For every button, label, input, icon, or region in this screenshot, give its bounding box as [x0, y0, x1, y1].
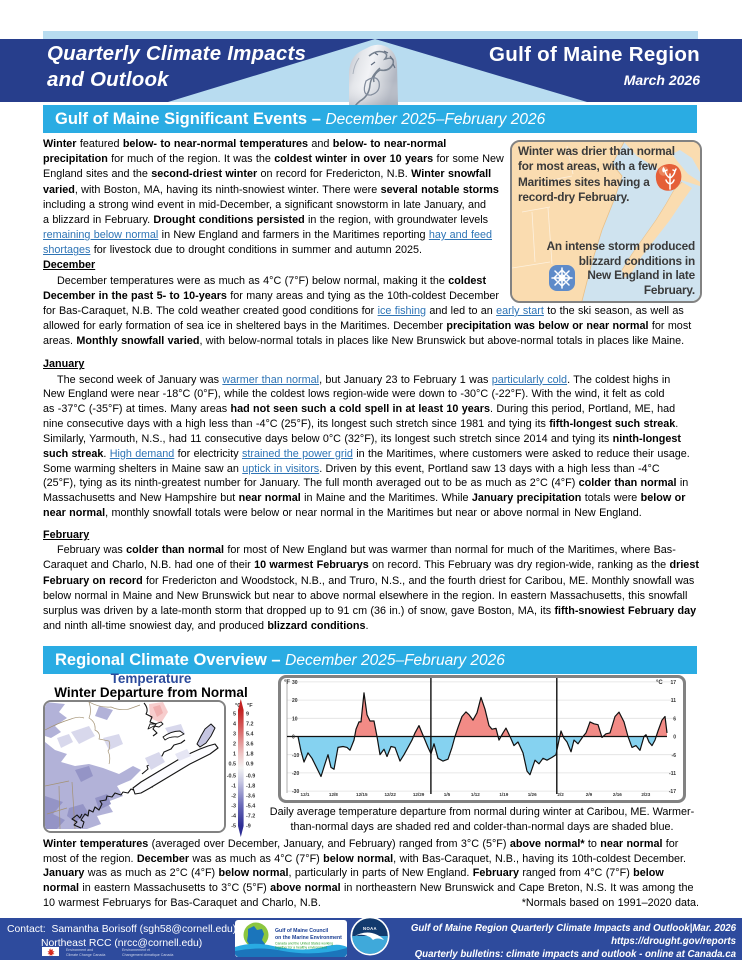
svg-text:2/2: 2/2 [557, 792, 564, 797]
svg-text:2/23: 2/23 [641, 792, 650, 797]
svg-text:0.5: 0.5 [229, 762, 237, 768]
svg-text:2/9: 2/9 [586, 792, 593, 797]
svg-text:12/1: 12/1 [301, 792, 310, 797]
svg-text:-3.6: -3.6 [246, 794, 255, 800]
svg-text:Environnement et: Environnement et [122, 948, 150, 952]
svg-text:1/19: 1/19 [499, 792, 508, 797]
svg-text:12/29: 12/29 [413, 792, 425, 797]
svg-text:-0.5: -0.5 [227, 774, 236, 780]
svg-text:12/15: 12/15 [356, 792, 368, 797]
svg-text:0: 0 [292, 735, 295, 741]
svg-text:-10: -10 [292, 753, 299, 759]
svg-text:1/26: 1/26 [528, 792, 537, 797]
svg-text:12/22: 12/22 [384, 792, 396, 797]
svg-text:20: 20 [292, 698, 298, 704]
svg-text:3: 3 [233, 732, 236, 738]
svg-text:Gulf of Maine Council: Gulf of Maine Council [275, 928, 329, 934]
svg-text:10: 10 [292, 716, 298, 722]
svg-text:-5.4: -5.4 [246, 804, 255, 810]
svg-text:2: 2 [233, 742, 236, 748]
svg-text:NOAA: NOAA [363, 926, 377, 931]
svg-text:-30: -30 [292, 789, 299, 795]
svg-text:6: 6 [673, 716, 676, 722]
svg-text:30: 30 [292, 680, 298, 686]
svg-text:0: 0 [673, 735, 676, 741]
svg-text:2/16: 2/16 [613, 792, 622, 797]
svg-text:-1.8: -1.8 [246, 784, 255, 790]
svg-text:together for a healthy environ: together for a healthy environment [275, 946, 327, 950]
svg-text:4: 4 [233, 722, 236, 728]
svg-text:11: 11 [671, 698, 677, 704]
svg-text:°F: °F [247, 703, 253, 709]
svg-text:-3: -3 [231, 804, 236, 810]
svg-text:-5: -5 [231, 824, 236, 830]
svg-text:°C: °C [235, 703, 241, 709]
svg-text:12/8: 12/8 [329, 792, 338, 797]
svg-text:5: 5 [233, 712, 236, 718]
svg-text:°F: °F [284, 680, 290, 686]
svg-text:1: 1 [233, 752, 236, 758]
svg-text:-0.9: -0.9 [246, 774, 255, 780]
svg-text:-2: -2 [231, 794, 236, 800]
svg-text:on the Marine Environment: on the Marine Environment [275, 935, 342, 941]
svg-text:-6: -6 [672, 753, 677, 759]
svg-text:1/12: 1/12 [471, 792, 480, 797]
svg-text:1.8: 1.8 [246, 752, 254, 758]
svg-text:Changement climatique Canada: Changement climatique Canada [122, 953, 173, 957]
svg-text:-9: -9 [246, 824, 251, 830]
svg-text:-17: -17 [669, 789, 676, 795]
svg-text:1/5: 1/5 [444, 792, 451, 797]
svg-text:-7.2: -7.2 [246, 814, 255, 820]
svg-text:0.9: 0.9 [246, 762, 254, 768]
svg-text:17: 17 [670, 680, 676, 686]
svg-text:-20: -20 [292, 771, 299, 777]
svg-text:Canada and the United States w: Canada and the United States working [275, 942, 333, 946]
svg-text:9: 9 [246, 712, 249, 718]
svg-text:3.6: 3.6 [246, 742, 254, 748]
svg-text:-1: -1 [231, 784, 236, 790]
svg-text:5.4: 5.4 [246, 732, 254, 738]
svg-text:Environment and: Environment and [66, 948, 93, 952]
svg-text:Climate Change Canada: Climate Change Canada [66, 953, 105, 957]
svg-text:°C: °C [656, 680, 663, 686]
svg-text:-4: -4 [231, 814, 236, 820]
svg-text:7.2: 7.2 [246, 722, 254, 728]
svg-text:-11: -11 [669, 771, 676, 777]
